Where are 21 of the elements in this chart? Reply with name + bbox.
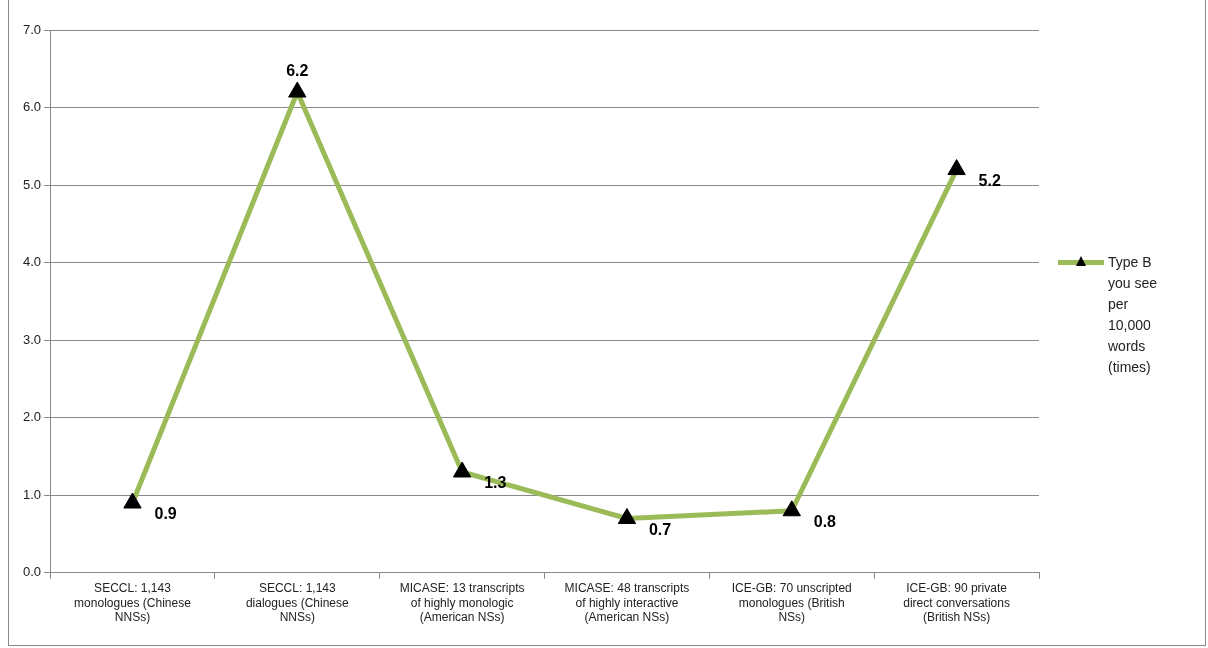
- data-label: 0.8: [813, 513, 837, 531]
- x-tick-label: ICE-GB: 90 private direct conversations (British NSs): [903, 581, 1010, 625]
- x-tick-label: MICASE: 13 transcripts of highly monologic (American NSs): [399, 581, 525, 625]
- data-label: 0.9: [154, 505, 177, 523]
- x-tick-label: MICASE: 48 transcripts of highly interactive (American NSs): [564, 581, 690, 625]
- y-tick-label: 3.0: [22, 331, 42, 347]
- y-tick-label: 6.0: [22, 99, 42, 115]
- x-tick-label: ICE-GB: 70 unscripted monologues (British NSs): [731, 581, 852, 625]
- y-tick-label: 4.0: [22, 254, 42, 270]
- data-label: 0.7: [648, 520, 672, 538]
- y-tick-label: 5.0: [22, 176, 42, 192]
- data-label: 1.3: [484, 474, 507, 492]
- data-label: 6.2: [286, 62, 309, 80]
- x-tick-label: SECCL: 1,143 monologues (Chinese NNSs): [74, 581, 192, 625]
- legend-label: Type B you see per 10,000 words (times): [1108, 253, 1159, 377]
- y-tick-label: 0.0: [22, 564, 42, 580]
- data-label: 5.2: [978, 171, 1001, 189]
- x-tick-label: SECCL: 1,143 dialogues (Chinese NNSs): [245, 581, 349, 625]
- y-tick-label: 1.0: [22, 486, 42, 502]
- y-tick-label: 7.0: [22, 21, 42, 37]
- y-tick-label: 2.0: [22, 409, 42, 425]
